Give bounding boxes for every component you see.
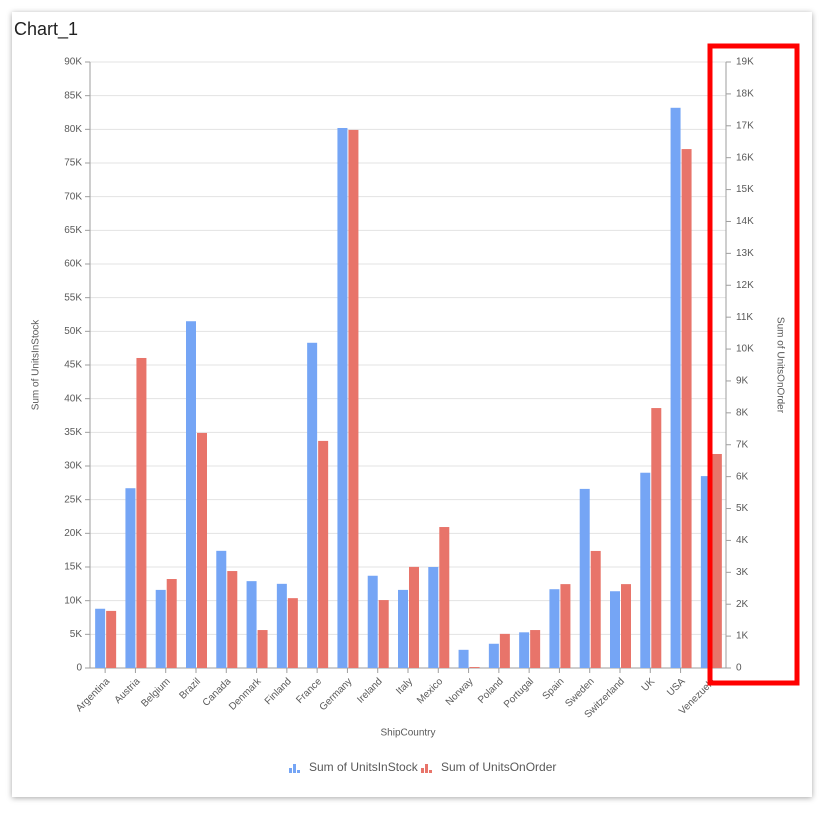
bar — [337, 127, 348, 668]
bar — [367, 575, 378, 668]
bar — [378, 600, 389, 668]
bar — [166, 579, 177, 668]
chart-title: Chart_1 — [14, 19, 78, 40]
y-tick-label: 25K — [64, 494, 82, 505]
y2-tick-label: 9K — [736, 376, 749, 387]
bar — [681, 149, 692, 668]
y-tick-label: 90K — [64, 57, 82, 68]
y-tick-label: 35K — [64, 427, 82, 438]
y-tick-label: 30K — [64, 461, 82, 472]
legend-label: Sum of UnitsOnOrder — [441, 760, 556, 774]
y2-tick-label: 11K — [736, 312, 753, 323]
bar — [398, 589, 408, 668]
y2-tick-label: 15K — [736, 184, 754, 195]
y2-tick-label: 13K — [736, 248, 754, 259]
y2-tick-label: 8K — [736, 407, 749, 418]
y2-tick-label: 10K — [736, 344, 754, 355]
y-tick-label: 65K — [64, 225, 82, 236]
y-tick-label: 60K — [64, 259, 82, 270]
y2-tick-label: 7K — [736, 439, 749, 450]
bar — [499, 633, 510, 668]
y-axis-title: Sum of UnitsInStock — [31, 319, 42, 411]
bar — [428, 567, 439, 668]
legend-icon — [421, 768, 424, 773]
bar — [700, 476, 711, 668]
y2-tick-label: 18K — [736, 89, 754, 100]
bar — [488, 643, 499, 668]
y2-tick-label: 17K — [736, 120, 754, 131]
y-tick-label: 20K — [64, 528, 82, 539]
y-tick-label: 55K — [64, 292, 82, 303]
bar — [549, 589, 560, 668]
bar — [125, 488, 136, 668]
bar — [409, 566, 419, 668]
bar — [197, 432, 207, 668]
highlight-box — [707, 43, 800, 686]
bar — [246, 581, 257, 668]
y-tick-label: 50K — [64, 326, 82, 337]
y-tick-label: 85K — [64, 90, 82, 101]
bar — [458, 649, 469, 668]
y-tick-label: 0 — [76, 663, 82, 674]
bar — [711, 453, 722, 668]
y-tick-label: 40K — [64, 393, 82, 404]
y-tick-label: 5K — [70, 629, 83, 640]
y2-tick-label: 2K — [736, 599, 749, 610]
legend-icon — [425, 764, 428, 773]
bar — [186, 321, 196, 668]
y-tick-label: 75K — [64, 158, 82, 169]
bar — [610, 591, 620, 668]
bar — [640, 472, 651, 668]
bar — [469, 667, 480, 668]
y2-tick-label: 4K — [736, 535, 749, 546]
bar — [227, 571, 238, 668]
y-tick-label: 70K — [64, 191, 82, 202]
legend-label: Sum of UnitsInStock — [309, 760, 419, 774]
bar — [670, 107, 681, 668]
bar — [276, 583, 287, 668]
bar — [216, 550, 227, 668]
bar — [307, 342, 318, 668]
bar — [560, 584, 571, 668]
y2-tick-label: 19K — [736, 57, 754, 68]
y-tick-label: 45K — [64, 360, 82, 371]
y-tick-label: 15K — [64, 562, 82, 573]
bar — [651, 408, 662, 668]
bar — [155, 589, 166, 668]
y2-tick-label: 0 — [736, 663, 742, 674]
bar — [95, 608, 106, 668]
bar — [318, 440, 329, 668]
legend-icon — [289, 768, 292, 773]
y2-tick-label: 12K — [736, 280, 754, 291]
bar — [136, 357, 147, 668]
bar — [621, 584, 631, 668]
y-tick-label: 80K — [64, 124, 82, 135]
y2-tick-label: 14K — [736, 216, 754, 227]
y-tick-label: 10K — [64, 595, 82, 606]
bar — [257, 630, 268, 668]
y2-axis-title: Sum of UnitsOnOrder — [774, 317, 785, 414]
bar — [287, 598, 298, 668]
legend-icon — [293, 764, 296, 773]
y2-tick-label: 3K — [736, 567, 749, 578]
y2-tick-label: 5K — [736, 503, 749, 514]
bar — [590, 550, 601, 668]
legend-icon — [297, 770, 300, 773]
bar — [106, 610, 117, 668]
bar — [348, 129, 359, 668]
bar — [439, 527, 450, 668]
y2-tick-label: 16K — [736, 152, 754, 163]
y2-tick-label: 6K — [736, 471, 749, 482]
y2-tick-label: 1K — [736, 631, 749, 642]
x-axis-title: ShipCountry — [380, 728, 435, 739]
bar — [579, 488, 590, 668]
bar — [530, 630, 541, 668]
legend-icon — [429, 770, 432, 773]
bar — [519, 632, 530, 668]
